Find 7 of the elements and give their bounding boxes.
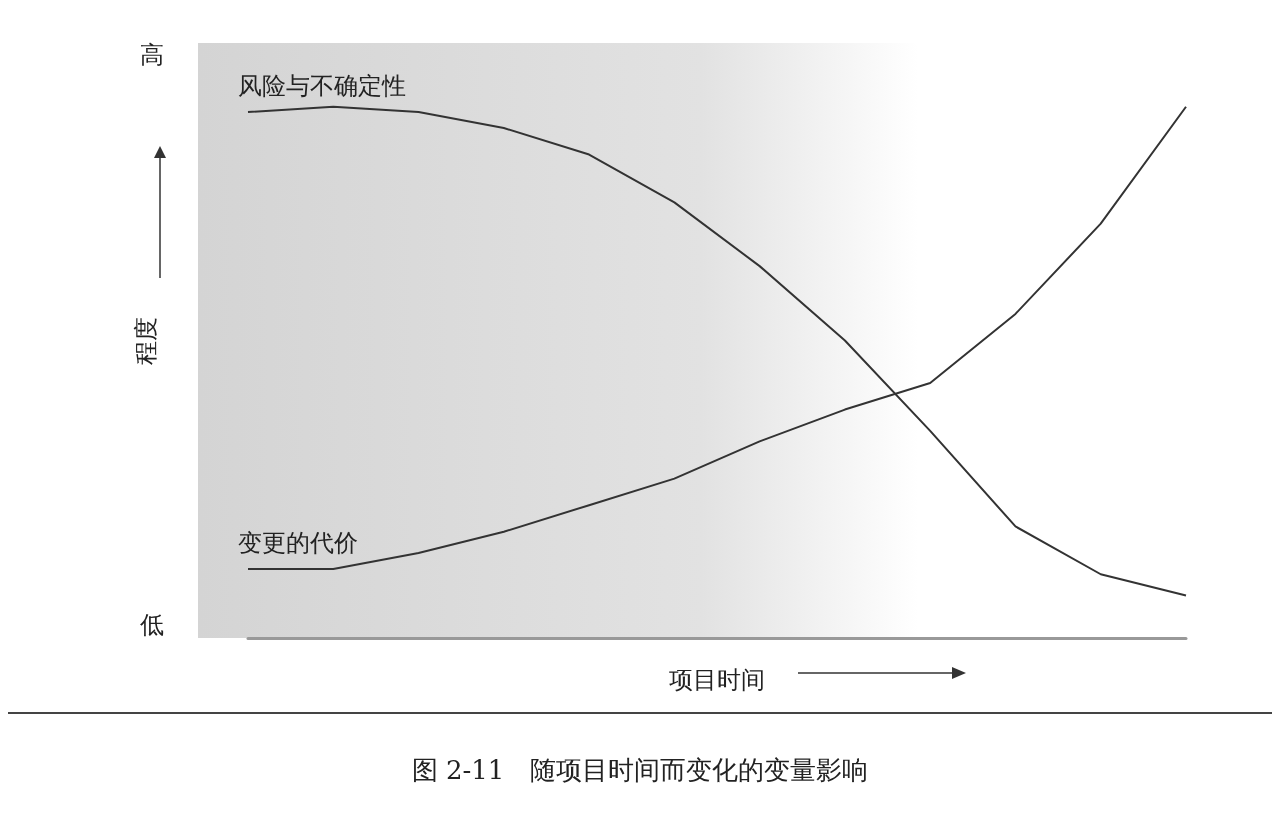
- series-label: 变更的代价: [238, 528, 358, 557]
- x-axis-title: 项目时间: [669, 666, 765, 694]
- text: 低: [140, 611, 164, 639]
- text: 高: [140, 41, 164, 69]
- series-label: 风险与不确定性: [238, 72, 406, 101]
- text: 图 2-11 随项目时间而变化的变量影响: [411, 755, 869, 785]
- y-axis-title: 程度: [132, 316, 160, 365]
